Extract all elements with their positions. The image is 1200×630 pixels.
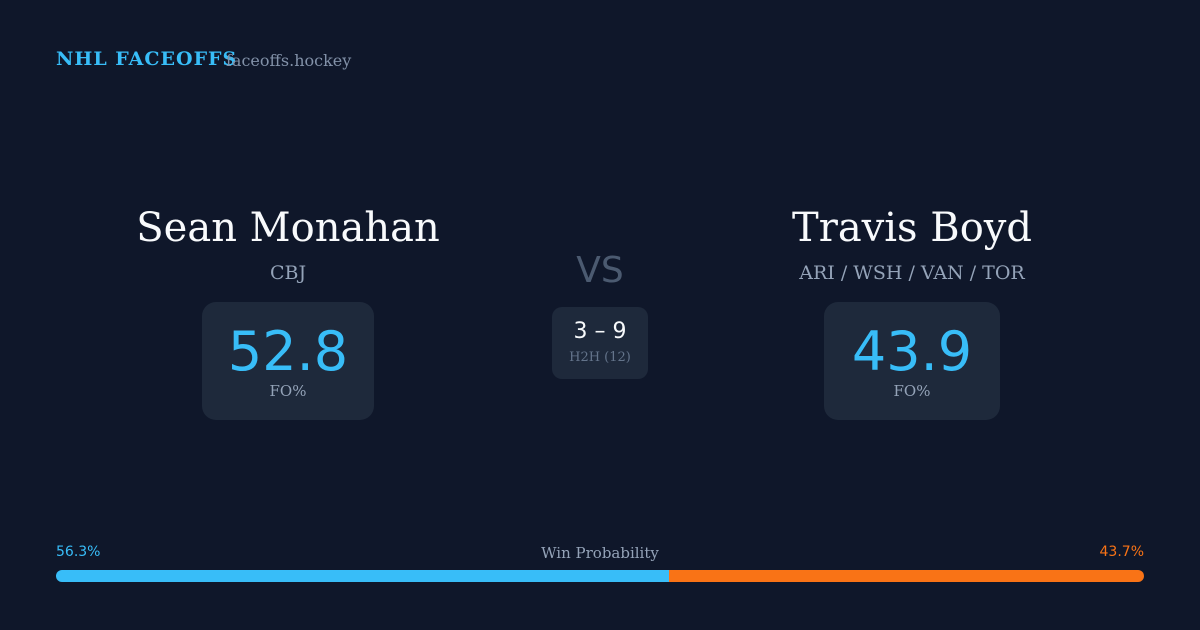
player-team: ARI / WSH / VAN / TOR: [799, 262, 1025, 284]
fo-box: 43.9 FO%: [824, 302, 1000, 420]
win-prob-segment: [668, 570, 1144, 582]
player-name: Sean Monahan: [136, 205, 440, 251]
h2h-box: 3 – 9 H2H (12): [552, 307, 648, 379]
player-name: Travis Boyd: [792, 205, 1032, 251]
versus: VS: [576, 250, 624, 291]
win-prob-bar: [56, 570, 1144, 582]
fo-label: FO%: [893, 382, 931, 400]
win-prob-label: 43.7%: [1099, 544, 1144, 560]
win-prob-segment: [56, 570, 669, 582]
h2h-score: 3 – 9: [573, 319, 627, 344]
brand: NHL FACEOFFS: [56, 48, 238, 70]
fo-pct: 52.8: [227, 320, 349, 383]
win-prob-title: Win Probability: [541, 544, 659, 562]
fo-label: FO%: [269, 382, 307, 400]
fo-pct: 43.9: [851, 320, 973, 383]
fo-box: 52.8 FO%: [202, 302, 374, 420]
win-prob-label: 56.3%: [56, 544, 101, 560]
player-team: CBJ: [269, 262, 307, 284]
h2h-label: H2H (12): [569, 350, 631, 365]
site-link[interactable]: faceoffs.hockey: [226, 51, 352, 70]
